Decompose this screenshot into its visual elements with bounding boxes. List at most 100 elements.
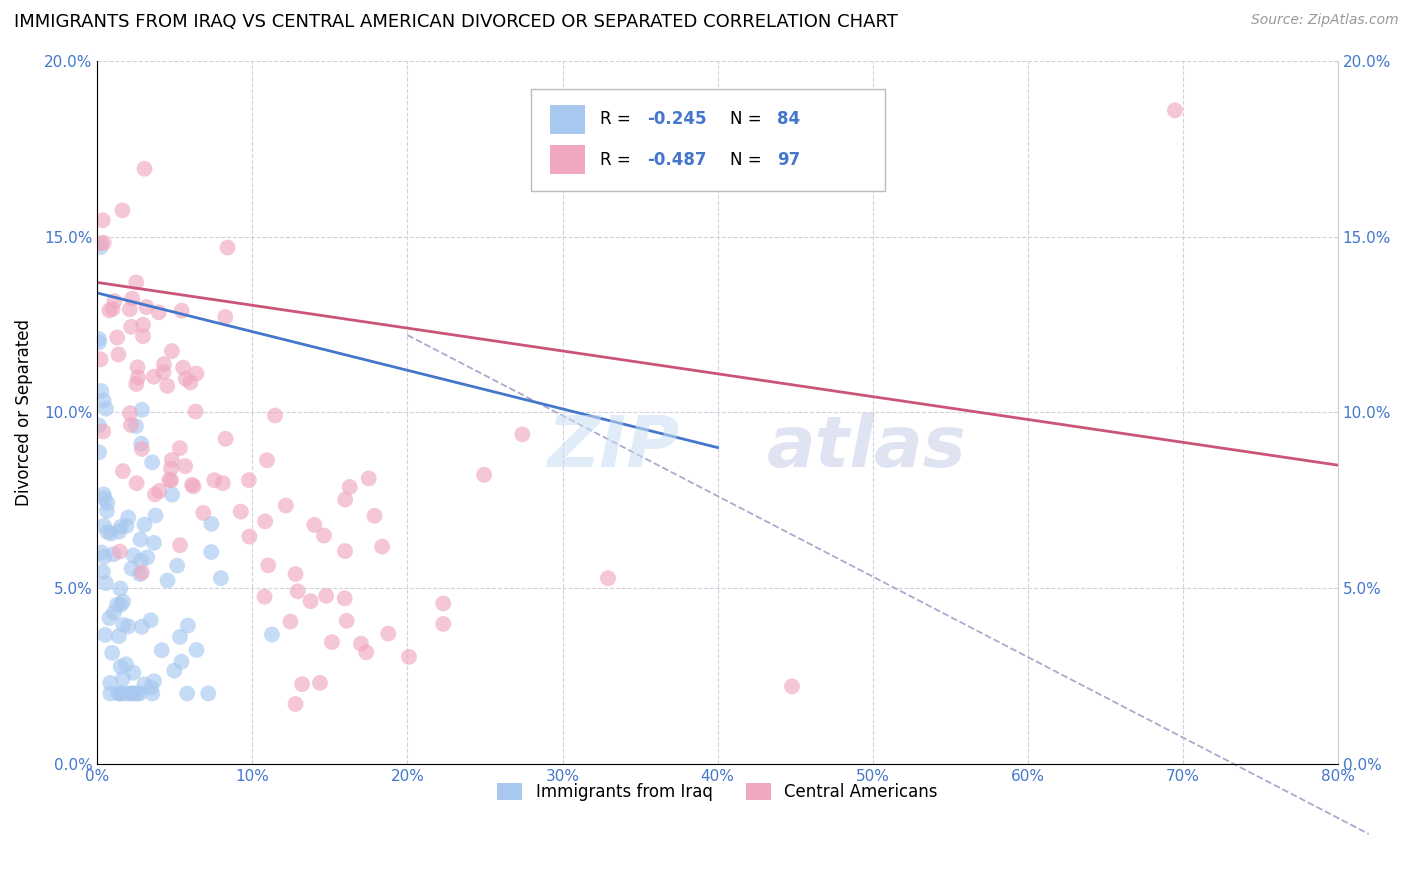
Point [110, 686, 132, 700]
Point [172, 360, 194, 375]
Point [200, 516, 222, 531]
Point [108, 629, 131, 643]
Point [287, 584, 309, 599]
Point [284, 697, 307, 711]
Text: 84: 84 [778, 111, 800, 128]
Text: N =: N = [730, 151, 766, 169]
Point [97, 524, 120, 539]
Point [105, 330, 128, 344]
Point [94, 401, 117, 416]
Point [98, 676, 121, 690]
Text: ZIP: ZIP [548, 413, 681, 482]
Text: atlas: atlas [766, 413, 966, 482]
Point [186, 367, 208, 381]
Point [118, 686, 141, 700]
Point [257, 558, 280, 573]
Point [204, 473, 226, 487]
Point [274, 499, 297, 513]
Text: -0.487: -0.487 [647, 151, 706, 169]
Point [160, 453, 183, 467]
Point [122, 686, 145, 700]
Point [398, 649, 420, 664]
Point [111, 672, 134, 686]
Point [93, 549, 115, 564]
Point [103, 294, 125, 309]
Point [117, 619, 139, 633]
Point [125, 419, 148, 434]
Point [315, 589, 337, 603]
Point [211, 476, 233, 491]
Point [321, 635, 343, 649]
Point [143, 487, 166, 501]
Point [217, 240, 239, 254]
Point [122, 549, 145, 563]
Point [110, 659, 132, 673]
Point [157, 473, 180, 487]
Point [108, 524, 131, 539]
Point [110, 519, 132, 533]
Text: R =: R = [600, 111, 636, 128]
Point [339, 480, 361, 494]
Point [120, 417, 142, 432]
Point [125, 476, 148, 491]
Point [264, 409, 287, 423]
Point [125, 276, 148, 290]
Point [101, 301, 124, 316]
Point [121, 292, 143, 306]
Point [134, 161, 156, 176]
Point [121, 561, 143, 575]
Point [238, 473, 260, 487]
Point [96, 504, 118, 518]
Point [214, 432, 236, 446]
Point [377, 626, 399, 640]
Bar [550, 105, 585, 134]
Point [91, 565, 114, 579]
Text: -0.245: -0.245 [647, 111, 706, 128]
Point [333, 591, 356, 606]
Point [229, 505, 252, 519]
Point [131, 402, 153, 417]
Point [121, 686, 143, 700]
Point [170, 303, 193, 318]
Point [163, 664, 186, 678]
Point [118, 302, 141, 317]
Point [134, 677, 156, 691]
Point [432, 616, 454, 631]
Point [93, 487, 115, 501]
Point [186, 643, 208, 657]
Point [103, 606, 125, 620]
Point [148, 483, 170, 498]
Point [177, 618, 200, 632]
Point [90, 384, 112, 398]
Point [139, 681, 162, 695]
Point [135, 300, 157, 314]
Point [125, 686, 148, 700]
Point [179, 376, 201, 390]
Point [87, 335, 110, 350]
Point [142, 369, 165, 384]
Point [284, 566, 307, 581]
Text: N =: N = [730, 111, 766, 128]
Point [148, 305, 170, 319]
Point [91, 213, 114, 227]
Point [105, 598, 128, 612]
Point [98, 686, 121, 700]
Point [134, 517, 156, 532]
Point [139, 613, 162, 627]
Point [193, 506, 215, 520]
Point [141, 455, 163, 469]
Point [115, 686, 138, 700]
Point [371, 540, 394, 554]
Point [94, 576, 117, 591]
Point [174, 459, 197, 474]
Point [197, 686, 219, 700]
Point [170, 655, 193, 669]
Point [110, 582, 132, 596]
Point [335, 492, 357, 507]
Point [214, 310, 236, 324]
Point [160, 488, 183, 502]
Point [111, 203, 134, 218]
Text: 97: 97 [778, 151, 800, 169]
Point [432, 596, 454, 610]
Point [98, 303, 121, 318]
